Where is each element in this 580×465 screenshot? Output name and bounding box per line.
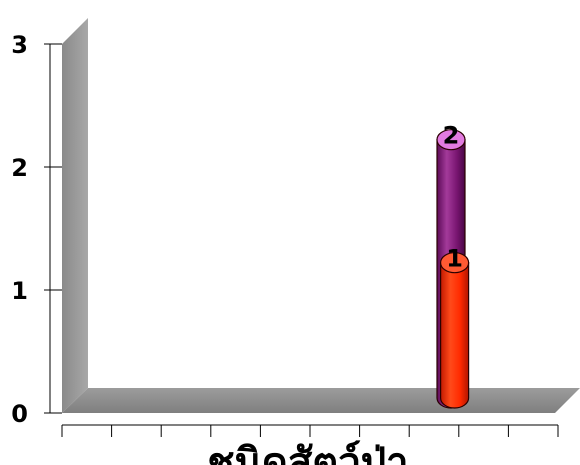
chart-floor xyxy=(62,388,580,413)
x-tick-marks xyxy=(61,425,559,437)
bar: 1 xyxy=(440,245,470,409)
y-tick-label: 2 xyxy=(11,154,28,182)
bar-data-label: 1 xyxy=(446,245,463,273)
y-tick-labels: 0 1 2 3 xyxy=(11,31,62,428)
bar-data-label: 2 xyxy=(443,122,460,150)
bar-top xyxy=(440,252,470,274)
bar-series: 21 xyxy=(436,122,470,409)
y-tick-label: 3 xyxy=(11,31,28,59)
bar-body xyxy=(440,262,470,409)
y-tick-label: 1 xyxy=(11,277,28,305)
bar-top xyxy=(436,129,466,151)
y-tick-label: 0 xyxy=(11,400,28,428)
x-axis-title: ชนิดสัตว์ป่า xyxy=(207,440,408,465)
chart-back-wall xyxy=(62,18,88,413)
